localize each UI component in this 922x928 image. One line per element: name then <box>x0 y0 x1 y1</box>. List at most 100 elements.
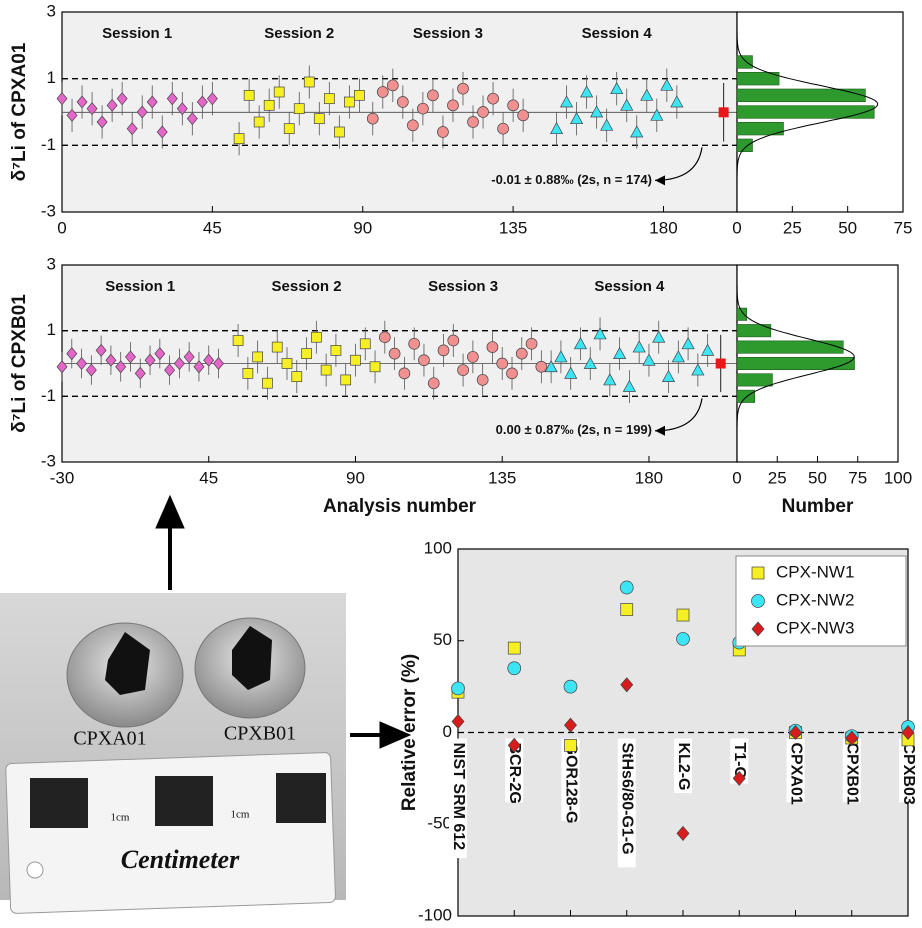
marker <box>525 337 538 350</box>
y-tick-label: -1 <box>41 386 56 405</box>
category-label: KL2-G <box>675 743 692 791</box>
marker <box>506 367 518 380</box>
marker <box>701 343 715 356</box>
marker <box>496 357 509 370</box>
marker <box>515 347 528 360</box>
marker <box>291 371 303 382</box>
marker <box>620 98 634 111</box>
marker <box>600 118 614 131</box>
marker <box>517 109 529 122</box>
marker <box>354 89 365 101</box>
marker <box>650 108 664 121</box>
marker <box>640 88 654 101</box>
session-label: Session 2 <box>264 25 334 42</box>
legend-label: CPX-NW2 <box>776 590 854 609</box>
marker <box>126 122 138 136</box>
marker <box>437 344 450 357</box>
marker <box>564 366 578 379</box>
marker <box>507 641 521 655</box>
marker <box>293 103 305 115</box>
marker <box>507 661 522 676</box>
marker <box>232 335 244 346</box>
category-label: CPXB03 <box>900 743 917 805</box>
marker <box>732 770 746 786</box>
marker <box>751 594 765 608</box>
marker <box>146 95 158 109</box>
session-label: Session 3 <box>428 278 498 295</box>
marker <box>613 346 627 359</box>
histogram-bar <box>736 72 780 86</box>
category-label-background <box>899 738 917 803</box>
marker <box>751 566 765 580</box>
x-tick-label: 25 <box>768 468 787 487</box>
marker <box>427 377 440 390</box>
category-label-background <box>786 738 805 803</box>
marker <box>451 681 465 696</box>
arrow-head <box>379 721 412 749</box>
marker <box>661 369 676 382</box>
marker <box>564 738 577 752</box>
marker <box>535 360 548 373</box>
marker <box>610 81 624 95</box>
x-tick-label: -30 <box>50 468 75 487</box>
ruler-hole <box>26 861 44 879</box>
marker <box>252 351 264 363</box>
x-tick-label: 135 <box>488 468 516 487</box>
marker <box>253 116 265 128</box>
x-axis-title: Analysis number <box>323 496 477 517</box>
marker <box>559 95 574 108</box>
ruler-block <box>30 778 88 828</box>
ruler-block <box>155 776 213 826</box>
marker <box>369 361 381 373</box>
marker <box>76 356 88 371</box>
marker <box>56 92 68 106</box>
marker <box>203 353 215 367</box>
y-tick-label: -100 <box>418 905 452 924</box>
category-label: StHs6/80-G1-G <box>619 743 636 855</box>
marker <box>263 99 275 111</box>
marker <box>156 125 168 139</box>
marker <box>366 112 379 125</box>
x-axis-title: Number <box>782 496 854 517</box>
session-label: Session 1 <box>102 25 172 42</box>
marker <box>603 373 617 386</box>
marker <box>676 608 690 622</box>
category-label-background <box>674 738 692 793</box>
marker <box>388 347 401 360</box>
marker <box>134 366 146 380</box>
marker <box>457 364 469 376</box>
marker <box>166 92 178 106</box>
x-tick-label: 50 <box>838 218 857 237</box>
marker <box>183 350 195 364</box>
histogram-bar <box>736 389 756 403</box>
marker <box>845 730 859 746</box>
sample-grain <box>232 626 272 690</box>
arrows <box>155 494 412 749</box>
histogram-bar <box>736 356 855 371</box>
histogram-bar <box>736 88 866 102</box>
marker <box>242 368 254 379</box>
x-tick-label: 0 <box>57 218 66 237</box>
histogram-bar <box>736 340 844 354</box>
mean-annotation: -0.01 ± 0.88‰ (2s, n = 174) <box>491 172 652 187</box>
session-label: Session 3 <box>413 25 483 42</box>
marker <box>105 353 117 367</box>
marker <box>486 341 499 353</box>
histogram-bar <box>736 138 753 152</box>
category-label-background <box>449 738 467 859</box>
y-tick-label: 100 <box>424 538 452 557</box>
histogram-bar <box>736 324 772 338</box>
x-tick-label: 0 <box>732 218 741 237</box>
marker <box>451 713 465 730</box>
marker <box>497 122 509 135</box>
histogram-bar <box>736 55 753 69</box>
marker <box>901 724 915 741</box>
marker <box>66 108 78 122</box>
marker <box>751 621 765 637</box>
category-label: BCR-2G <box>506 743 523 804</box>
histogram-bar <box>736 122 784 136</box>
session-label: Session 1 <box>105 278 175 295</box>
x-tick-label: 0 <box>732 468 741 487</box>
marker <box>206 92 218 106</box>
